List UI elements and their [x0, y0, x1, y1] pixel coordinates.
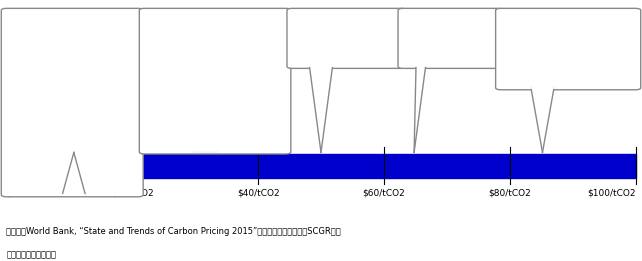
FancyBboxPatch shape [496, 8, 641, 90]
Text: –  JSR: – JSR [156, 81, 181, 90]
PathPatch shape [62, 152, 85, 195]
Text: –  コクヨ: – コクヨ [18, 167, 44, 176]
Text: –  Exxon Mobil: – Exxon Mobil [415, 38, 480, 47]
PathPatch shape [531, 88, 554, 152]
Text: $100/tCO2: $100/tCO2 [587, 188, 636, 197]
Text: –  Royal Dutch Shell: – Royal Dutch Shell [156, 60, 247, 69]
Text: –  LG化学: – LG化学 [156, 124, 189, 133]
Text: $0/tCO2: $0/tCO2 [6, 188, 44, 197]
PathPatch shape [414, 66, 426, 152]
PathPatch shape [309, 66, 333, 152]
Text: –  BP: – BP [156, 38, 178, 47]
FancyBboxPatch shape [398, 8, 503, 68]
Text: –  Conoco  Phillips: – Conoco Phillips [156, 17, 238, 26]
Text: –  Westpac Banking: – Westpac Banking [18, 38, 107, 47]
Text: –  Teck Resources: – Teck Resources [304, 17, 383, 26]
Text: –  KDDI: – KDDI [512, 60, 545, 69]
Text: –  宇部興産: – 宇部興産 [18, 103, 49, 111]
Text: –  Encana: – Encana [304, 38, 347, 47]
Text: –  Google: – Google [18, 60, 60, 69]
Text: （出所）World Bank, “State and Trends of Carbon Pricing 2015”および報道資料等よりSCGR作成: （出所）World Bank, “State and Trends of Car… [6, 227, 341, 236]
Text: –  AkzoNobel: – AkzoNobel [415, 17, 473, 26]
Text: $40/tCO2: $40/tCO2 [237, 188, 279, 197]
Text: $60/tCO2: $60/tCO2 [363, 188, 405, 197]
Text: $20/tCO2: $20/tCO2 [111, 188, 153, 197]
Text: –  Walt Disney: – Walt Disney [18, 81, 82, 90]
FancyBboxPatch shape [1, 8, 143, 197]
Text: （旧名:日本合成ゴム）: （旧名:日本合成ゴム） [156, 103, 221, 111]
Text: $80/tCO2: $80/tCO2 [489, 188, 531, 197]
Text: –  Microsoft: – Microsoft [18, 17, 69, 26]
Text: （注）赤字は日本企業: （注）赤字は日本企業 [6, 251, 56, 259]
Text: –  National Grid: – National Grid [512, 17, 582, 26]
Text: –  Pennon Group: – Pennon Group [512, 38, 586, 47]
Text: –  Nestle: – Nestle [18, 124, 57, 133]
FancyBboxPatch shape [287, 8, 406, 68]
FancyBboxPatch shape [139, 8, 291, 154]
Text: –  BMW: – BMW [18, 145, 51, 154]
Bar [6, 154, 636, 178]
